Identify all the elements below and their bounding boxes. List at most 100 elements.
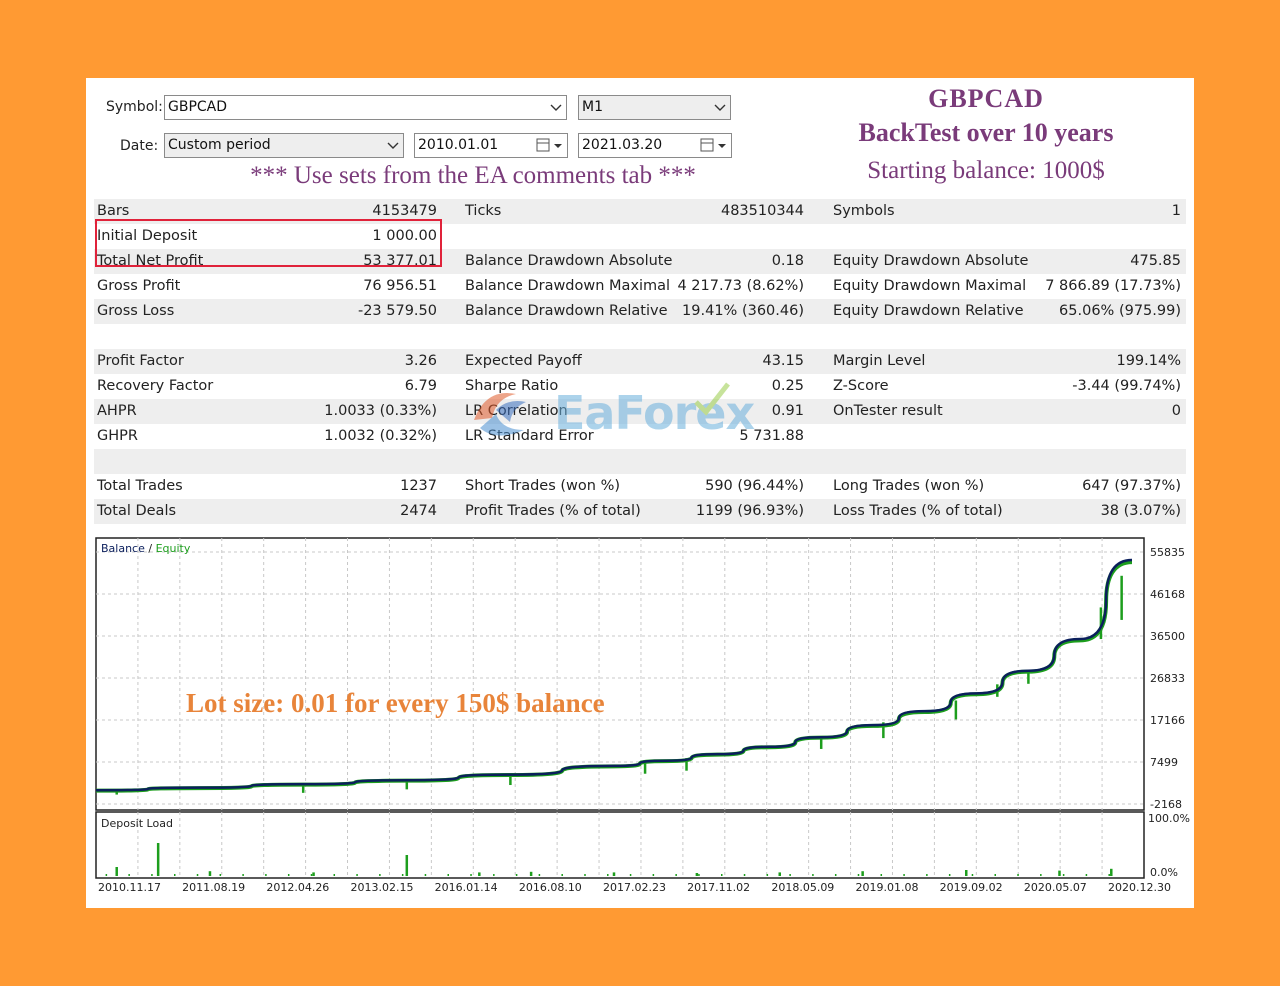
y-tick-label: -2168 <box>1150 798 1182 811</box>
stat-value: 6.79 <box>404 378 437 394</box>
main-plot-frame <box>95 537 1145 811</box>
stat-label: Sharpe Ratio <box>465 378 559 394</box>
stat-value: 65.06% (975.99) <box>1059 303 1181 319</box>
stat-value: -3.44 (99.74%) <box>1072 378 1181 394</box>
stats-row: Total Trades 1237 Short Trades (won %) 590 … <box>94 474 1186 499</box>
stat-value: 1199 (96.93%) <box>695 503 804 519</box>
timeframe-select[interactable]: M1 <box>578 95 731 120</box>
stat-label: Balance Drawdown Maximal <box>465 278 671 294</box>
date-from-field[interactable]: 2010.01.01 <box>414 133 568 158</box>
stat-value: 2474 <box>400 503 437 519</box>
stats-row: GHPR 1.0032 (0.32%) LR Standard Error 5 731… <box>94 424 1186 449</box>
stat-label: Long Trades (won %) <box>833 478 985 494</box>
stats-row: Recovery Factor 6.79 Sharpe Ratio 0.25 Z-Sco… <box>94 374 1186 399</box>
stats-row: Gross Loss -23 579.50 Balance Drawdown Rel… <box>94 299 1186 324</box>
stat-value: 590 (96.44%) <box>705 478 804 494</box>
legend-separator: / <box>145 542 156 555</box>
stats-row: Gross Profit 76 956.51 Balance Drawdown Ma… <box>94 274 1186 299</box>
stats-row: Profit Factor 3.26 Expected Payoff 43.15 Mar… <box>94 349 1186 374</box>
stat-label: Gross Profit <box>97 278 181 294</box>
stat-label: Equity Drawdown Absolute <box>833 253 1029 269</box>
balance-line <box>95 558 1133 792</box>
date-from-value: 2010.01.01 <box>418 137 499 153</box>
x-tick-label: 2010.11.17 <box>98 881 161 894</box>
stat-label: Z-Score <box>833 378 889 394</box>
stat-value: 4153479 <box>372 203 437 219</box>
x-tick-label: 2020.12.30 <box>1108 881 1171 894</box>
chevron-down-icon <box>549 96 563 119</box>
stats-row: Total Deals 2474 Profit Trades (% of total… <box>94 499 1186 524</box>
stat-value: 3.26 <box>404 353 437 369</box>
x-tick-label: 2017.02.23 <box>603 881 666 894</box>
y-tick-label: 36500 <box>1150 630 1185 643</box>
stat-label: Profit Factor <box>97 353 184 369</box>
y-tick-label: 17166 <box>1150 714 1185 727</box>
stat-label: Equity Drawdown Maximal <box>833 278 1027 294</box>
x-tick-label: 2019.09.02 <box>940 881 1003 894</box>
check-icon <box>694 382 730 416</box>
y-tick-label: 46168 <box>1150 588 1185 601</box>
y-tick-label: 7499 <box>1150 756 1178 769</box>
stat-value: 0 <box>1171 403 1181 419</box>
stat-label: AHPR <box>97 403 137 419</box>
date-label: Date: <box>120 138 159 154</box>
stat-value: 1.0032 (0.32%) <box>324 428 437 444</box>
stat-label: Symbols <box>833 203 895 219</box>
x-tick-label: 2018.05.09 <box>771 881 834 894</box>
chevron-down-icon <box>713 96 727 119</box>
chevron-down-icon <box>386 134 400 157</box>
stat-label: Balance Drawdown Absolute <box>465 253 673 269</box>
stat-label: Loss Trades (% of total) <box>833 503 1003 519</box>
stat-label: GHPR <box>97 428 138 444</box>
y-tick-label: 55835 <box>1150 546 1185 559</box>
deposit-load-top-label: 100.0% <box>1148 812 1190 825</box>
stat-label: Expected Payoff <box>465 353 582 369</box>
stat-label: Margin Level <box>833 353 926 369</box>
y-tick-label: 26833 <box>1150 672 1185 685</box>
stat-label: Profit Trades (% of total) <box>465 503 641 519</box>
stat-value: 647 (97.37%) <box>1082 478 1181 494</box>
stat-value: 38 (3.07%) <box>1100 503 1181 519</box>
timeframe-value: M1 <box>582 99 603 115</box>
stat-label: Balance Drawdown Relative <box>465 303 668 319</box>
legend-balance: Balance <box>101 542 145 555</box>
symbol-label: Symbol: <box>106 99 163 115</box>
title-starting-balance: Starting balance: 1000$ <box>867 157 1105 184</box>
chart-legend: Balance / Equity <box>101 542 191 555</box>
eaforex-logo-icon <box>474 393 526 436</box>
stat-value: 7 866.89 (17.73%) <box>1045 278 1181 294</box>
legend-equity: Equity <box>156 542 191 555</box>
stat-label: Total Trades <box>97 478 183 494</box>
stats-row <box>94 324 1186 349</box>
stats-row: Bars 4153479 Ticks 483510344 Symbols 1 <box>94 199 1186 224</box>
stat-label: OnTester result <box>833 403 943 419</box>
lot-size-annotation: Lot size: 0.01 for every 150$ balance <box>186 688 605 718</box>
x-tick-label: 2016.01.14 <box>435 881 498 894</box>
period-select[interactable]: Custom period <box>164 133 404 158</box>
stat-value: 76 956.51 <box>363 278 437 294</box>
stat-value: -23 579.50 <box>357 303 437 319</box>
x-tick-label: 2016.08.10 <box>519 881 582 894</box>
stat-label: Recovery Factor <box>97 378 214 394</box>
calendar-icon[interactable] <box>697 134 729 157</box>
stat-value: 1 000.00 <box>372 228 437 244</box>
stat-label: Total Deals <box>97 503 177 519</box>
deposit-load-bottom-label: 0.0% <box>1150 866 1178 879</box>
stat-label: Bars <box>97 203 130 219</box>
highlight-box <box>95 219 442 267</box>
symbol-select[interactable]: GBPCAD <box>164 95 567 120</box>
stat-value: 43.15 <box>762 353 804 369</box>
stat-label: Ticks <box>465 203 502 219</box>
date-to-value: 2021.03.20 <box>582 137 663 153</box>
stat-value: 4 217.73 (8.62%) <box>677 278 804 294</box>
stat-label: Equity Drawdown Relative <box>833 303 1024 319</box>
deposit-load-frame <box>95 811 1145 879</box>
stat-label: Initial Deposit <box>97 228 198 244</box>
title-symbol: GBPCAD <box>928 84 1044 113</box>
stat-label: Short Trades (won %) <box>465 478 621 494</box>
calendar-icon[interactable] <box>533 134 565 157</box>
stats-row: Initial Deposit 1 000.00 <box>94 224 1186 249</box>
date-to-field[interactable]: 2021.03.20 <box>578 133 732 158</box>
report-panel: Symbol: GBPCAD M1 Date: Custom period 20… <box>86 78 1194 908</box>
eaforex-watermark: EaForex <box>456 380 836 446</box>
